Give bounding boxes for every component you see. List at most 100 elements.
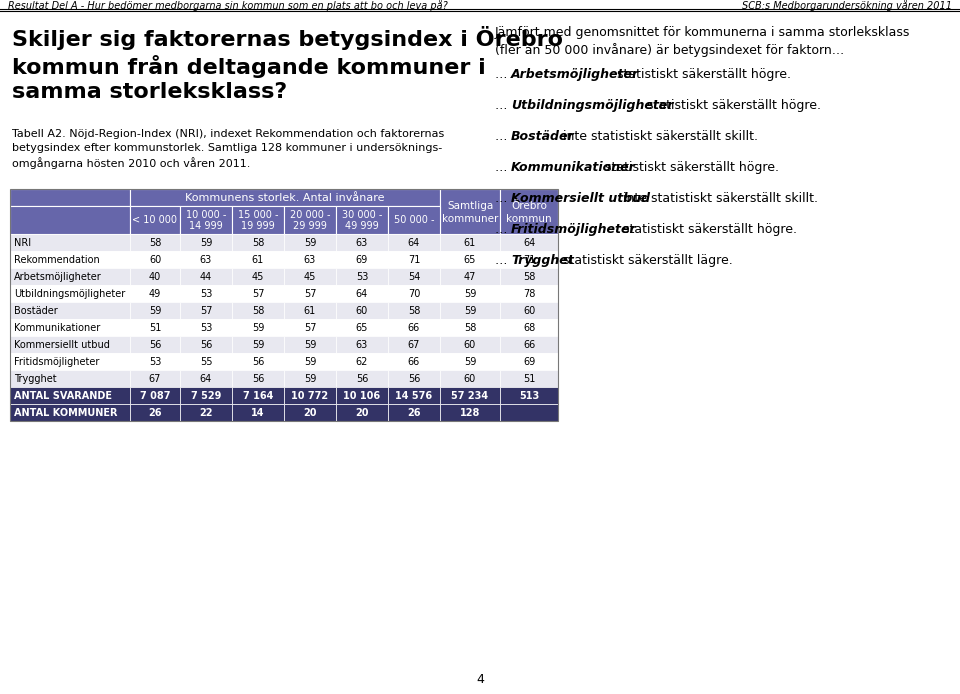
Text: 64: 64 bbox=[408, 237, 420, 248]
Text: statistiskt säkerställt högre.: statistiskt säkerställt högre. bbox=[601, 161, 779, 174]
Text: 61: 61 bbox=[252, 255, 264, 264]
Bar bbox=[232, 251, 284, 268]
Bar bbox=[10, 370, 130, 387]
Text: 10 000 -: 10 000 - bbox=[186, 210, 227, 220]
Text: 10 106: 10 106 bbox=[344, 391, 380, 400]
Text: Bostäder: Bostäder bbox=[511, 130, 575, 143]
Bar bbox=[440, 268, 500, 285]
Bar bbox=[388, 234, 440, 251]
Bar bbox=[284, 370, 336, 387]
Text: …: … bbox=[495, 99, 512, 112]
Bar bbox=[388, 206, 440, 234]
Bar bbox=[10, 302, 130, 319]
Text: Fritidsmöjligheter: Fritidsmöjligheter bbox=[14, 357, 100, 366]
Bar bbox=[10, 234, 130, 251]
Bar bbox=[130, 404, 180, 421]
Text: 15 000 -: 15 000 - bbox=[238, 210, 278, 220]
Text: 59: 59 bbox=[464, 305, 476, 316]
Text: kommuner: kommuner bbox=[442, 214, 498, 224]
Bar bbox=[440, 319, 500, 336]
Bar bbox=[180, 319, 232, 336]
Text: 64: 64 bbox=[523, 237, 535, 248]
Bar bbox=[440, 336, 500, 353]
Bar bbox=[10, 387, 130, 404]
Text: < 10 000: < 10 000 bbox=[132, 215, 178, 225]
Text: 59: 59 bbox=[252, 339, 264, 350]
Bar bbox=[440, 370, 500, 387]
Bar bbox=[180, 234, 232, 251]
Bar bbox=[284, 251, 336, 268]
Text: 59: 59 bbox=[303, 237, 316, 248]
Text: 40: 40 bbox=[149, 271, 161, 282]
Text: 71: 71 bbox=[408, 255, 420, 264]
Bar bbox=[284, 285, 336, 302]
Bar bbox=[500, 251, 558, 268]
Bar bbox=[500, 268, 558, 285]
Bar bbox=[336, 353, 388, 370]
Text: 63: 63 bbox=[200, 255, 212, 264]
Bar bbox=[388, 404, 440, 421]
Text: statistiskt säkerställt högre.: statistiskt säkerställt högre. bbox=[613, 68, 791, 81]
Bar bbox=[440, 387, 500, 404]
Text: 61: 61 bbox=[304, 305, 316, 316]
Bar bbox=[388, 251, 440, 268]
Bar bbox=[500, 234, 558, 251]
Text: 10 772: 10 772 bbox=[292, 391, 328, 400]
Bar bbox=[284, 336, 336, 353]
Bar bbox=[500, 189, 558, 234]
Bar bbox=[284, 268, 336, 285]
Text: 59: 59 bbox=[464, 357, 476, 366]
Text: 60: 60 bbox=[149, 255, 161, 264]
Bar bbox=[336, 370, 388, 387]
Text: 20: 20 bbox=[303, 407, 317, 418]
Text: 63: 63 bbox=[356, 339, 368, 350]
Bar bbox=[232, 404, 284, 421]
Text: 69: 69 bbox=[523, 357, 535, 366]
Text: 61: 61 bbox=[464, 237, 476, 248]
Bar bbox=[284, 353, 336, 370]
Bar bbox=[336, 387, 388, 404]
Bar bbox=[388, 319, 440, 336]
Bar bbox=[130, 336, 180, 353]
Bar bbox=[180, 206, 232, 234]
Text: statistiskt säkerställt högre.: statistiskt säkerställt högre. bbox=[643, 99, 821, 112]
Text: Kommunens storlek. Antal invånare: Kommunens storlek. Antal invånare bbox=[185, 192, 385, 203]
Text: 53: 53 bbox=[200, 323, 212, 332]
Bar bbox=[130, 387, 180, 404]
Bar bbox=[130, 353, 180, 370]
Bar bbox=[10, 268, 130, 285]
Text: 66: 66 bbox=[408, 323, 420, 332]
Text: 53: 53 bbox=[149, 357, 161, 366]
Bar bbox=[284, 234, 336, 251]
Text: 67: 67 bbox=[149, 373, 161, 384]
Text: Utbildningsmöjligheter: Utbildningsmöjligheter bbox=[14, 289, 125, 298]
Text: Jämfört med genomsnittet för kommunerna i samma storleksklass: Jämfört med genomsnittet för kommunerna … bbox=[495, 26, 910, 39]
Text: 63: 63 bbox=[356, 237, 368, 248]
Bar bbox=[284, 387, 336, 404]
Bar bbox=[284, 206, 336, 234]
Bar bbox=[180, 268, 232, 285]
Text: Samtliga: Samtliga bbox=[446, 201, 493, 211]
Text: 69: 69 bbox=[356, 255, 368, 264]
Bar bbox=[336, 336, 388, 353]
Bar bbox=[284, 404, 336, 421]
Bar bbox=[336, 251, 388, 268]
Text: Skiljer sig faktorernas betygsindex i Örebro
kommun från deltagande kommuner i
s: Skiljer sig faktorernas betygsindex i Ör… bbox=[12, 26, 563, 102]
Text: 49: 49 bbox=[149, 289, 161, 298]
Bar bbox=[232, 387, 284, 404]
Bar bbox=[284, 319, 336, 336]
Bar bbox=[500, 319, 558, 336]
Text: Bostäder: Bostäder bbox=[14, 305, 58, 316]
Bar bbox=[10, 189, 558, 421]
Text: NRI: NRI bbox=[14, 237, 31, 248]
Text: Resultat Del A - Hur bedömer medborgarna sin kommun som en plats att bo och leva: Resultat Del A - Hur bedömer medborgarna… bbox=[8, 0, 447, 11]
Bar bbox=[130, 234, 180, 251]
Bar bbox=[180, 336, 232, 353]
Bar bbox=[500, 336, 558, 353]
Text: 59: 59 bbox=[149, 305, 161, 316]
Text: 56: 56 bbox=[408, 373, 420, 384]
Bar bbox=[440, 189, 500, 234]
Bar bbox=[232, 285, 284, 302]
Text: Kommunikationer: Kommunikationer bbox=[511, 161, 636, 174]
Bar bbox=[336, 319, 388, 336]
